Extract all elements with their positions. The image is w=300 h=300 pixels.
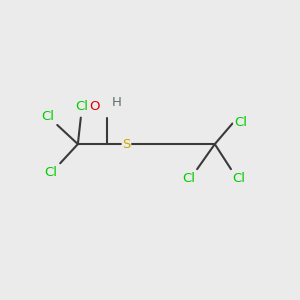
Text: Cl: Cl (183, 172, 196, 185)
Text: Cl: Cl (75, 100, 88, 113)
Text: H: H (112, 96, 122, 109)
Text: Cl: Cl (232, 172, 245, 185)
Text: Cl: Cl (41, 110, 54, 124)
Text: O: O (89, 100, 100, 113)
Text: Cl: Cl (44, 166, 57, 179)
Text: Cl: Cl (234, 116, 247, 128)
Text: S: S (122, 138, 130, 151)
